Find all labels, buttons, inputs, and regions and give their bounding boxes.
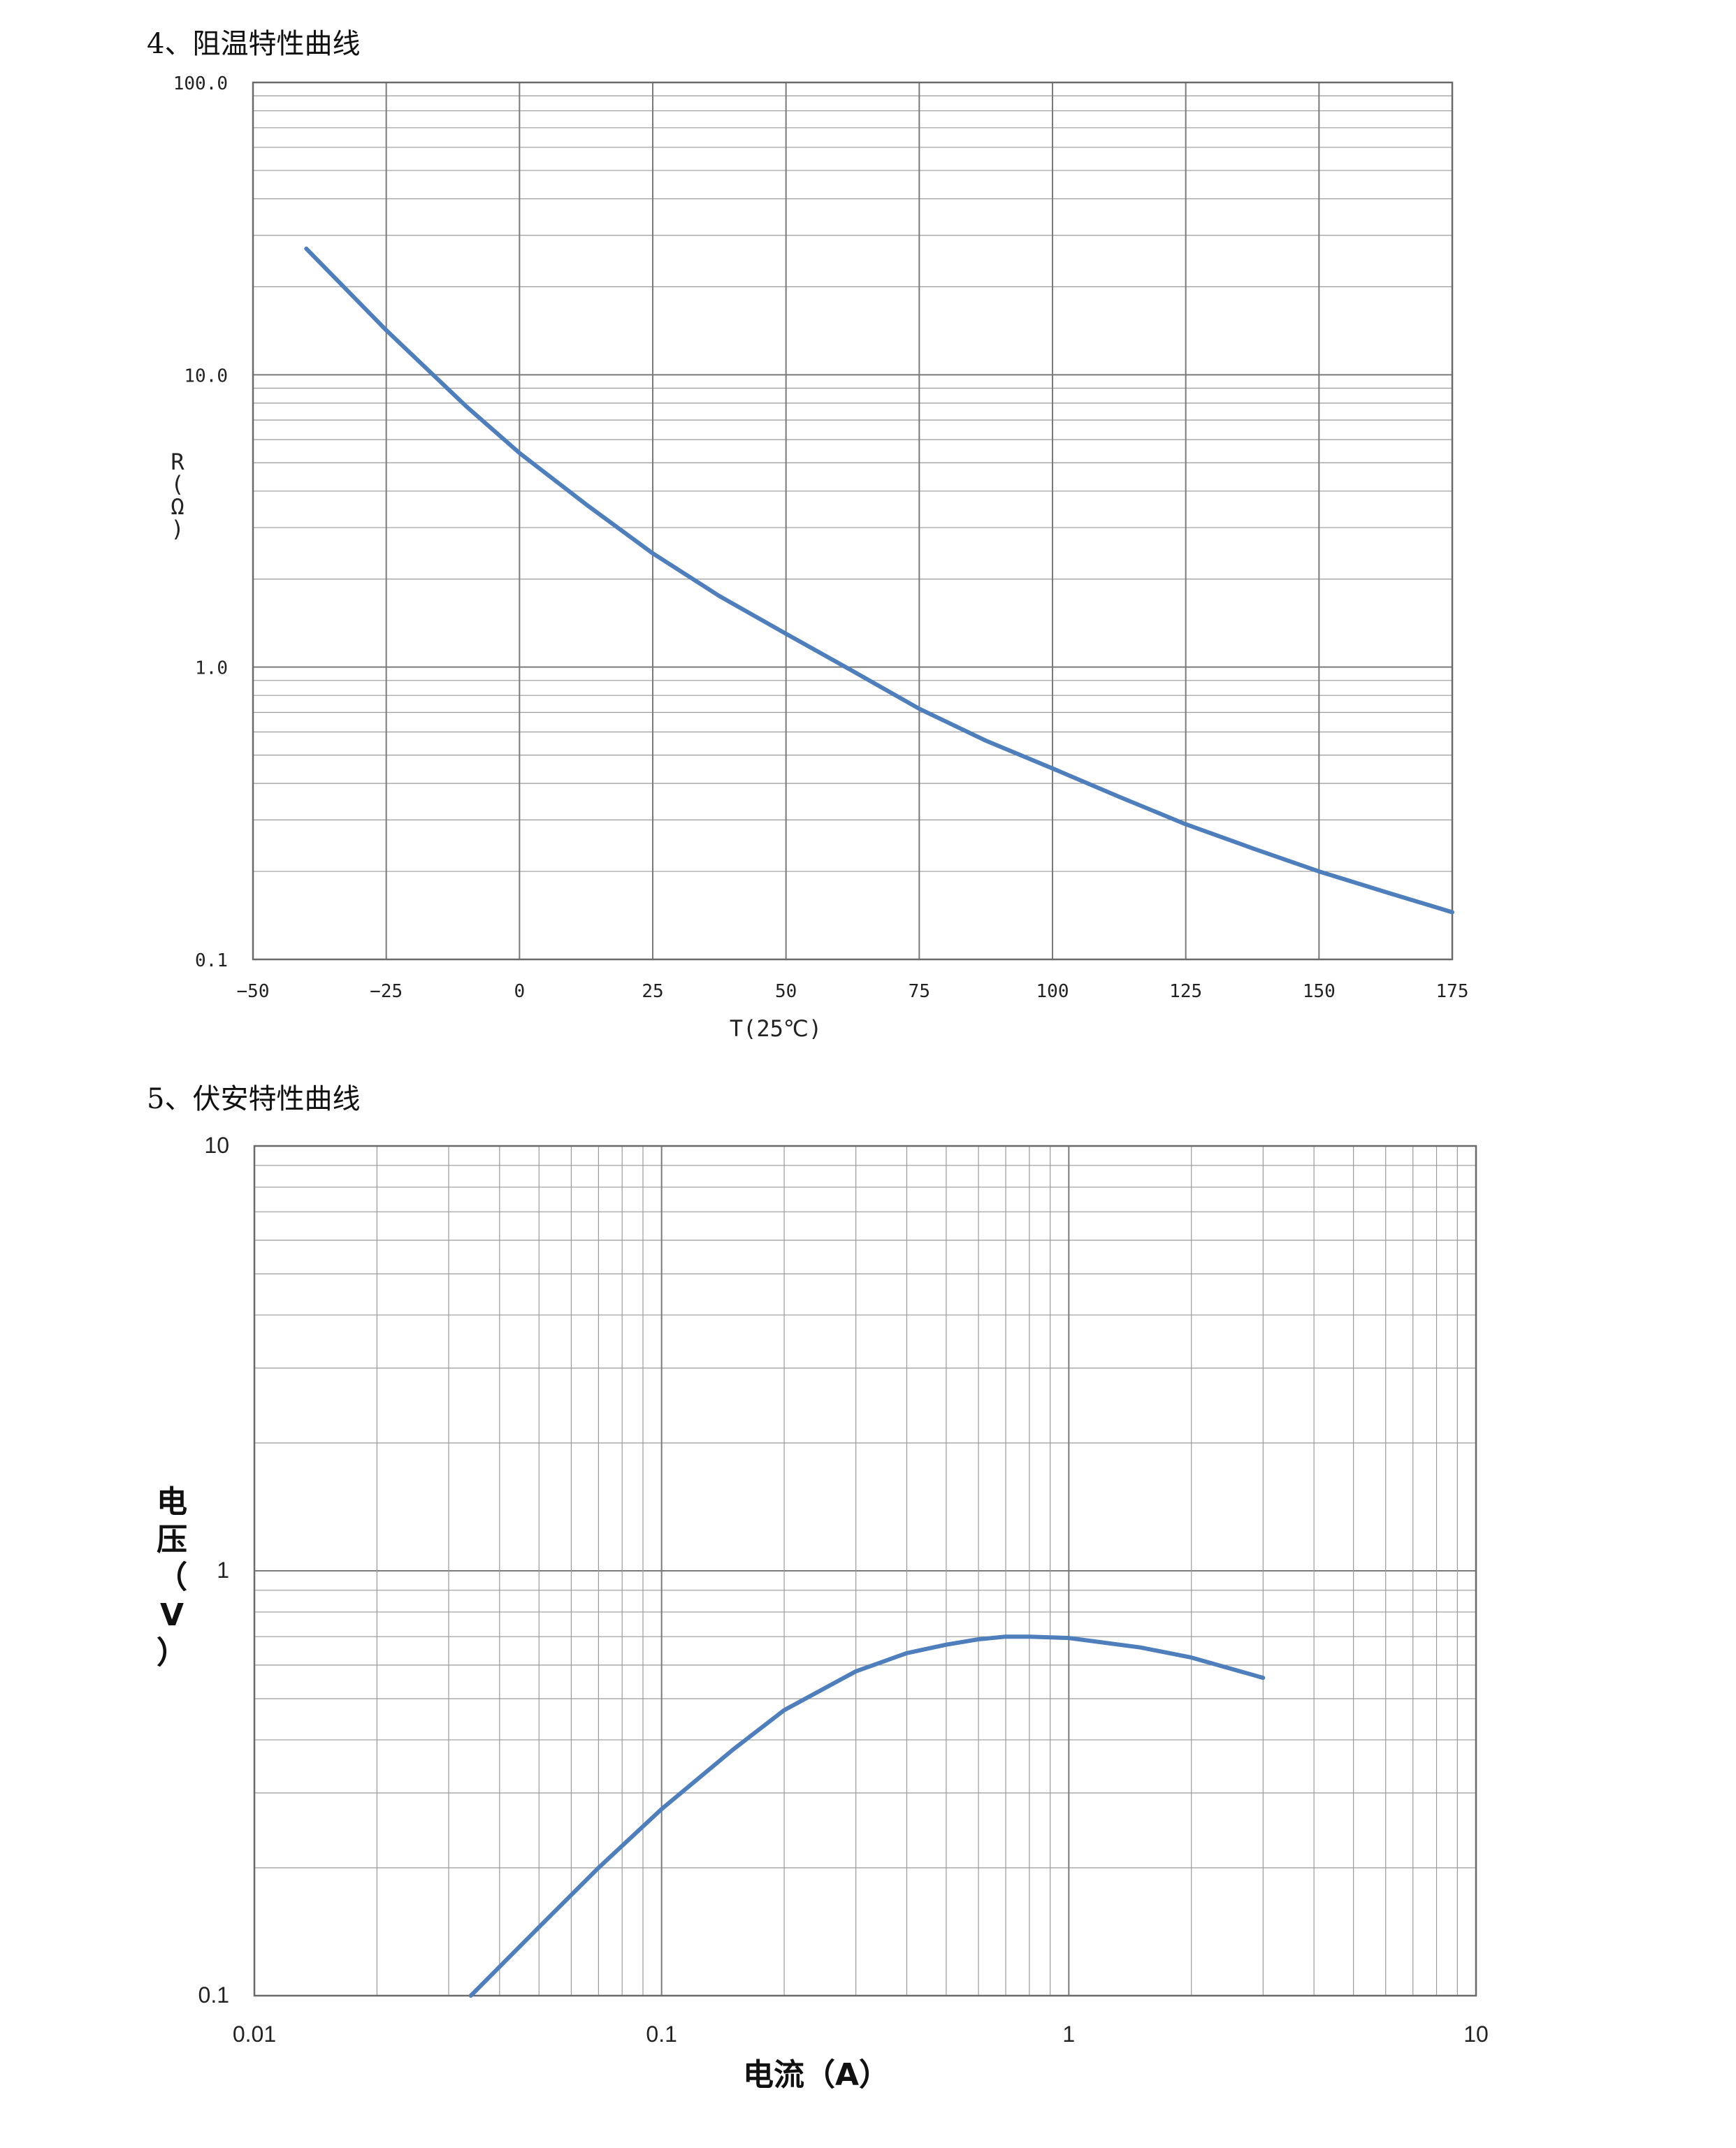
x-axis-label: 电流（A）: [743, 2057, 890, 2093]
y-tick-label: 100.0: [173, 73, 228, 94]
y-axis-label-char: Ω: [171, 493, 184, 520]
y-tick-label: 1: [217, 1558, 229, 1583]
y-axis-label-char: (: [171, 471, 184, 498]
y-tick-label: 10.0: [184, 365, 228, 386]
y-tick-label: 10: [204, 1133, 229, 1158]
section-title-volt-ampere: 5、伏安特性曲线: [147, 1083, 361, 1115]
x-tick-label: 50: [775, 981, 797, 1002]
x-tick-label: 150: [1303, 981, 1336, 1002]
x-tick-label: 10: [1463, 2022, 1489, 2047]
y-axis-label-char: R: [171, 449, 185, 475]
series-line: [304, 246, 1454, 915]
y-axis-label-char: ）: [157, 1635, 187, 1671]
y-axis-label-char: 压: [157, 1522, 187, 1558]
y-tick-label: 0.1: [198, 1982, 229, 2008]
y-tick-label: 1.0: [195, 658, 228, 679]
y-tick-label: 0.1: [195, 950, 228, 971]
x-tick-label: 1: [1062, 2022, 1075, 2047]
x-tick-label: −25: [370, 981, 403, 1002]
y-axis-label-char: V: [160, 1597, 184, 1633]
x-tick-label: 0.1: [646, 2022, 677, 2047]
x-tick-label: 125: [1169, 981, 1202, 1002]
chart-1: 100.0 10.0 1.0 0.1 −50 −25 0 25 50 75 100 125 150 175…: [171, 73, 1468, 1042]
x-tick-label: −50: [237, 981, 270, 1002]
grid: [254, 1146, 1476, 1996]
x-tick-label: 75: [909, 981, 930, 1002]
series-line: [468, 1634, 1266, 1998]
x-tick-label: 0: [514, 981, 526, 1002]
x-tick-label: 0.01: [233, 2022, 276, 2047]
x-tick-label: 100: [1036, 981, 1069, 1002]
y-axis-label-char: （: [157, 1560, 187, 1595]
x-tick-label: 25: [642, 981, 663, 1002]
plot-frame: [252, 81, 1454, 961]
x-tick-label: 175: [1436, 981, 1469, 1002]
grid: [252, 82, 1453, 960]
y-axis-label-char: ): [171, 516, 184, 542]
section-title-resistance-temperature: 4、阻温特性曲线: [147, 28, 361, 60]
x-axis-label: T(25℃): [730, 1015, 822, 1042]
plot-frame: [253, 1145, 1477, 1997]
y-axis-label-char: 电: [157, 1484, 187, 1520]
